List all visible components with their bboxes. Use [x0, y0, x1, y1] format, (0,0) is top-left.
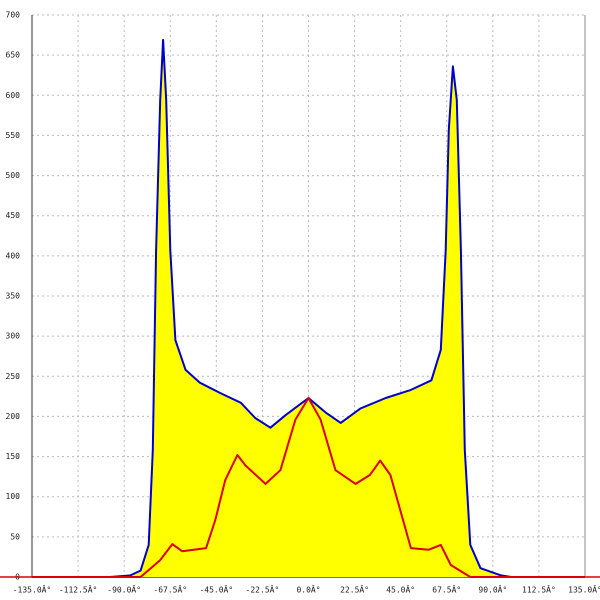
- x-tick-label: -67.5Â°: [153, 584, 187, 595]
- y-tick-label: 700: [6, 11, 21, 20]
- y-tick-label: 300: [6, 332, 21, 341]
- x-tick-label: 0.0Â°: [296, 584, 320, 595]
- x-tick-label: 112.5Â°: [522, 584, 556, 595]
- y-tick-label: 550: [6, 131, 21, 140]
- y-tick-label: 350: [6, 292, 21, 301]
- area-fill: [109, 39, 512, 577]
- y-tick-label: 150: [6, 452, 21, 461]
- x-tick-label: -45.0Â°: [199, 584, 233, 595]
- series-line: [109, 38, 512, 578]
- x-tick-label: 67.5Â°: [432, 584, 461, 595]
- y-tick-label: 600: [6, 91, 21, 100]
- y-tick-label: 200: [6, 412, 21, 421]
- x-tick-label: -22.5Â°: [246, 584, 280, 595]
- y-tick-label: 450: [6, 211, 21, 220]
- x-tick-label: 90.0Â°: [478, 584, 507, 595]
- y-tick-label: 100: [6, 492, 21, 501]
- x-tick-label: -90.0Â°: [107, 584, 141, 595]
- x-tick-label: 22.5Â°: [340, 584, 369, 595]
- y-tick-label: 50: [10, 532, 20, 541]
- x-tick-label: -112.5Â°: [59, 584, 98, 595]
- y-tick-label: 250: [6, 372, 21, 381]
- y-tick-label: 500: [6, 171, 21, 180]
- x-tick-label: 135.0Â°: [568, 584, 600, 595]
- y-tick-label: 650: [6, 51, 21, 60]
- series-line: [32, 397, 585, 578]
- x-tick-label: 45.0Â°: [386, 584, 415, 595]
- y-tick-label: 400: [6, 251, 21, 260]
- x-tick-label: -135.0Â°: [13, 584, 52, 595]
